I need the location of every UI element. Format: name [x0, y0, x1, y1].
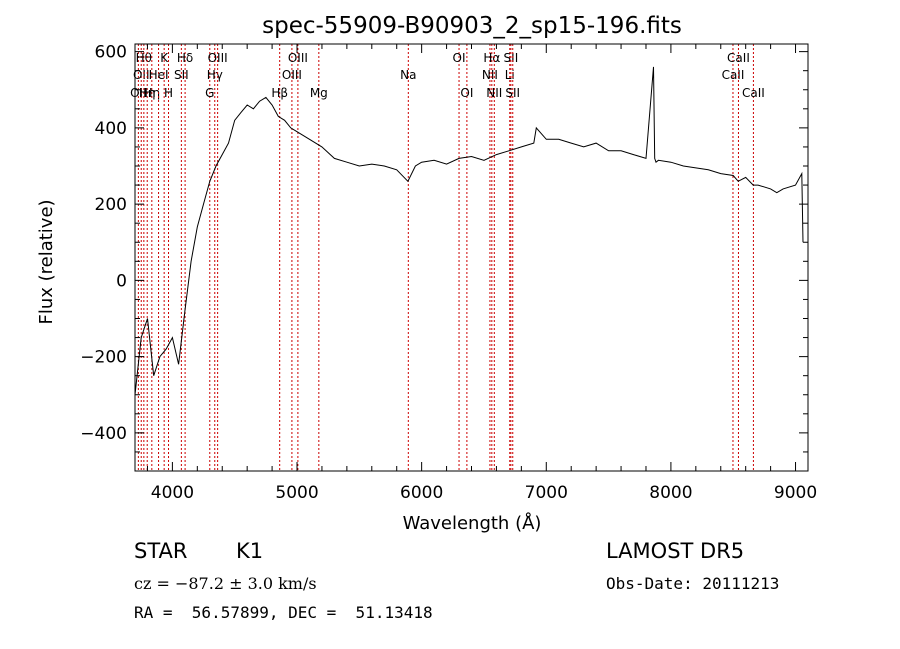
line-marker-label: H: [164, 86, 173, 100]
series-line-0: [134, 66, 804, 395]
line-marker-label: OIII: [288, 51, 308, 65]
line-marker-label: SII: [504, 51, 519, 65]
line-marker-label: OIII: [282, 68, 302, 82]
line-marker-label: OIII: [208, 51, 228, 65]
line-marker-label: CaII: [722, 68, 745, 82]
line-marker-label: OII: [130, 86, 147, 100]
line-marker-label: G: [205, 86, 214, 100]
series-layer: [134, 66, 804, 395]
x-axis: 4000 5000 6000 7000 8000 9000: [146, 44, 817, 503]
y-tick-label: −400: [80, 424, 127, 444]
y-tick-label: 200: [95, 195, 127, 215]
line-marker-label: Hα: [483, 51, 500, 65]
spectral-line-markers: OIIOIIHθHηHηHeIKHSIIHδGHγOIIIHβOIIIOIIIM…: [130, 44, 765, 471]
line-marker-label: OI: [460, 86, 473, 100]
line-marker-label: CaII: [727, 51, 750, 65]
x-tick-label: 8000: [649, 483, 692, 503]
x-tick-label: 5000: [275, 483, 318, 503]
line-marker-label: SII: [174, 68, 189, 82]
x-tick-label: 4000: [151, 483, 194, 503]
line-marker-label: Li: [505, 68, 515, 82]
y-axis-label: Flux (relative): [36, 199, 57, 324]
line-marker-label: Na: [400, 68, 416, 82]
line-marker-label: K: [160, 51, 169, 65]
y-axis: −400 −200 0 200 400 600: [80, 43, 808, 472]
x-tick-label: 9000: [774, 483, 817, 503]
object-class: STAR: [134, 539, 188, 563]
line-marker-label: OII: [133, 68, 150, 82]
line-marker-label: CaII: [742, 86, 765, 100]
x-axis-label: Wavelength (Å): [403, 512, 542, 534]
line-marker-label: Hβ: [271, 86, 288, 100]
y-tick-label: 400: [95, 119, 127, 139]
y-tick-label: −200: [80, 348, 127, 368]
x-tick-label: 7000: [525, 483, 568, 503]
line-marker-label: Hη: [144, 86, 161, 100]
line-marker-label: Mg: [310, 86, 328, 100]
line-marker-label: Hθ: [136, 51, 152, 65]
x-tick-label: 6000: [400, 483, 443, 503]
chart-title: spec-55909-B90903_2_sp15-196.fits: [262, 13, 682, 39]
y-tick-label: 0: [116, 271, 127, 291]
line-marker-label: NII: [486, 86, 502, 100]
redshift-value: cz = −87.2 ± 3.0 km/s: [134, 574, 317, 593]
survey-name: LAMOST DR5: [606, 539, 745, 563]
line-marker-label: NII: [482, 68, 498, 82]
object-subclass: K1: [236, 539, 264, 563]
line-marker-label: SII: [505, 86, 520, 100]
line-marker-label: Hγ: [207, 68, 223, 82]
line-marker-label: Hδ: [177, 51, 193, 65]
observation-date: Obs-Date: 20111213: [606, 574, 780, 593]
plot-frame: [134, 43, 809, 472]
line-marker-label: HeI: [149, 68, 169, 82]
y-tick-label: 600: [95, 43, 127, 63]
coordinates: RA = 56.57899, DEC = 51.13418: [134, 603, 433, 622]
line-marker-label: OI: [453, 51, 466, 65]
spectrum-chart: spec-55909-B90903_2_sp15-196.fits OII OII…: [36, 13, 817, 534]
